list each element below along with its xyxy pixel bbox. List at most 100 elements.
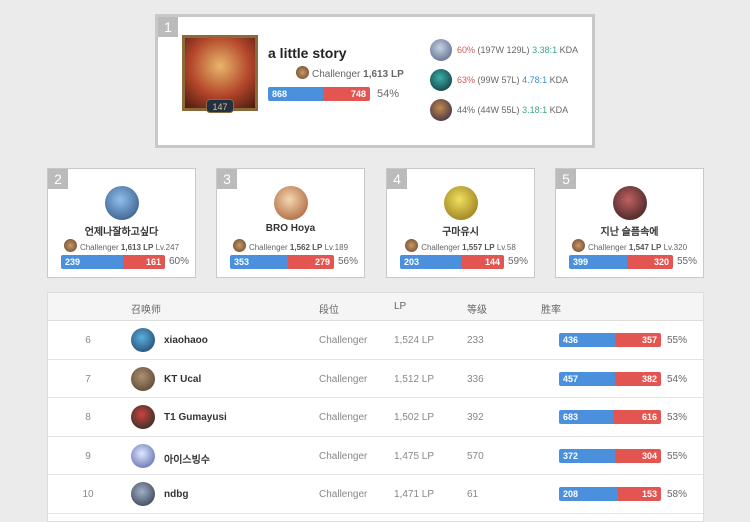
losses: 382 — [614, 371, 661, 386]
win-loss-bar: 868 748 — [268, 87, 370, 101]
tier: Challenger — [319, 489, 368, 501]
losses: 357 — [615, 333, 661, 347]
wins: 239 — [61, 255, 124, 269]
losses: 748 — [322, 87, 370, 101]
champion-record: (44W 55L) — [477, 105, 520, 115]
level: 61 — [467, 489, 479, 501]
player-card[interactable]: 2 언제나잘하고싶다 Challenger 1,613 LP Lv.247 23… — [47, 168, 196, 278]
lp: 1,613 LP — [120, 243, 154, 252]
winrate: 54% — [377, 88, 400, 100]
winrate: 55% — [677, 256, 698, 267]
player-name[interactable]: 언제나잘하고싶다 — [84, 227, 159, 238]
table-row[interactable]: 6 xiaohaoo Challenger 1,524 LP 233 436 35… — [48, 321, 703, 360]
profile-icon — [131, 443, 155, 468]
winrate: 55% — [667, 450, 688, 462]
table-row[interactable]: 10 ndbg Challenger 1,471 LP 61 208 153 58… — [48, 475, 703, 514]
player-name[interactable]: BRO Hoya — [265, 223, 316, 234]
player-name[interactable]: a little story — [268, 45, 347, 61]
wins: 399 — [569, 255, 627, 269]
kda-label: KDA — [549, 75, 569, 85]
top-player-card[interactable]: 1 147 a little story Challenger 1,613 LP… — [155, 14, 595, 148]
header-winrate: 胜率 — [541, 305, 561, 316]
tier: Challenger — [319, 373, 368, 385]
player-name[interactable]: 아이스빙수 — [164, 454, 210, 466]
level: Lv.58 — [496, 243, 516, 252]
rank: 6 — [85, 335, 91, 346]
player-card[interactable]: 3 BRO Hoya Challenger 1,562 LP Lv.189 35… — [216, 168, 365, 278]
champion-icon[interactable] — [430, 39, 452, 61]
win-loss-bar: 203 144 — [400, 255, 504, 269]
rank-badge: 2 — [48, 169, 68, 189]
profile-icon — [444, 186, 478, 220]
losses: 144 — [460, 255, 504, 269]
header-level: 等级 — [467, 305, 487, 316]
tier-info: Challenger 1,547 LP Lv.320 — [556, 239, 703, 252]
player-name[interactable]: xiaohaoo — [164, 335, 208, 346]
champion-winrate: 63% — [457, 75, 476, 85]
wins: 208 — [559, 487, 618, 502]
champion-stats: 60% (197W 129L) 3.38:1 KDA — [457, 45, 578, 55]
player-name[interactable]: 지난 슬픔속에 — [600, 227, 659, 238]
wins: 683 — [559, 410, 613, 425]
win-loss-bar: 457 382 — [559, 371, 661, 386]
profile-icon — [131, 328, 155, 352]
winrate: 56% — [338, 256, 359, 267]
champion-stats: 44% (44W 55L) 3.18:1 KDA — [457, 105, 568, 115]
player-card[interactable]: 4 구마유시 Challenger 1,557 LP Lv.58 203 144 … — [386, 168, 535, 278]
player-name[interactable]: KT Ucal — [164, 373, 202, 385]
header-summoner: 召唤师 — [131, 305, 161, 316]
champion-icon[interactable] — [430, 99, 452, 121]
tier-info: Challenger 1,613 LP — [296, 66, 404, 80]
winrate: 60% — [169, 256, 190, 267]
challenger-icon — [232, 239, 246, 252]
challenger-icon — [405, 239, 419, 252]
wins: 372 — [559, 448, 616, 463]
win-loss-bar: 372 304 — [559, 448, 661, 463]
win-loss-bar: 208 153 — [559, 487, 661, 502]
champion-icon[interactable] — [430, 69, 452, 91]
table-row[interactable]: 8 T1 Gumayusi Challenger 1,502 LP 392 68… — [48, 398, 703, 437]
kda-label: KDA — [549, 105, 569, 115]
wins: 353 — [230, 255, 289, 269]
level-badge: 147 — [206, 99, 234, 113]
profile-icon — [131, 366, 155, 391]
wins: 868 — [268, 87, 323, 101]
losses: 616 — [612, 410, 661, 425]
profile-icon — [182, 35, 258, 111]
tier: Challenger — [312, 69, 361, 80]
ranking-table: 召唤师 段位 LP 等级 胜率 6 xiaohaoo Challenger 1,… — [47, 292, 704, 522]
challenger-icon — [63, 239, 77, 252]
rank: 7 — [85, 373, 91, 385]
rank-badge: 4 — [387, 169, 407, 189]
rank-badge: 1 — [158, 17, 178, 37]
lp: 1,547 LP — [628, 243, 662, 252]
champion-record: (99W 57L) — [477, 75, 520, 85]
tier-info: Challenger 1,613 LP Lv.247 — [48, 239, 195, 252]
losses: 279 — [288, 255, 334, 269]
player-name[interactable]: T1 Gumayusi — [164, 412, 227, 424]
winrate: 53% — [667, 412, 688, 424]
profile-icon — [131, 482, 155, 507]
champion-kda: 3.38:1 — [532, 45, 558, 55]
player-name[interactable]: 구마유시 — [442, 227, 479, 238]
tier-info: Challenger 1,562 LP Lv.189 — [217, 239, 364, 252]
losses: 320 — [626, 255, 673, 269]
winrate: 59% — [508, 256, 529, 267]
rank: 8 — [85, 412, 91, 424]
lp: 1,562 LP — [289, 243, 323, 252]
rank-badge: 3 — [217, 169, 237, 189]
table-row[interactable]: 7 KT Ucal Challenger 1,512 LP 336 457 382… — [48, 360, 703, 399]
player-name[interactable]: ndbg — [164, 489, 189, 501]
losses: 161 — [123, 255, 165, 269]
rank: 9 — [85, 450, 91, 462]
player-card[interactable]: 5 지난 슬픔속에 Challenger 1,547 LP Lv.320 399… — [555, 168, 704, 278]
champion-kda: 4.78:1 — [522, 75, 548, 85]
champion-kda: 3.18:1 — [522, 105, 548, 115]
challenger-icon — [296, 66, 309, 79]
win-loss-bar: 353 279 — [230, 255, 334, 269]
level: Lv.247 — [155, 243, 180, 252]
table-row[interactable]: 9 아이스빙수 Challenger 1,475 LP 570 372 304 5… — [48, 437, 703, 476]
win-loss-bar: 239 161 — [61, 255, 165, 269]
level: Lv.320 — [663, 243, 688, 252]
wins: 436 — [559, 333, 616, 347]
